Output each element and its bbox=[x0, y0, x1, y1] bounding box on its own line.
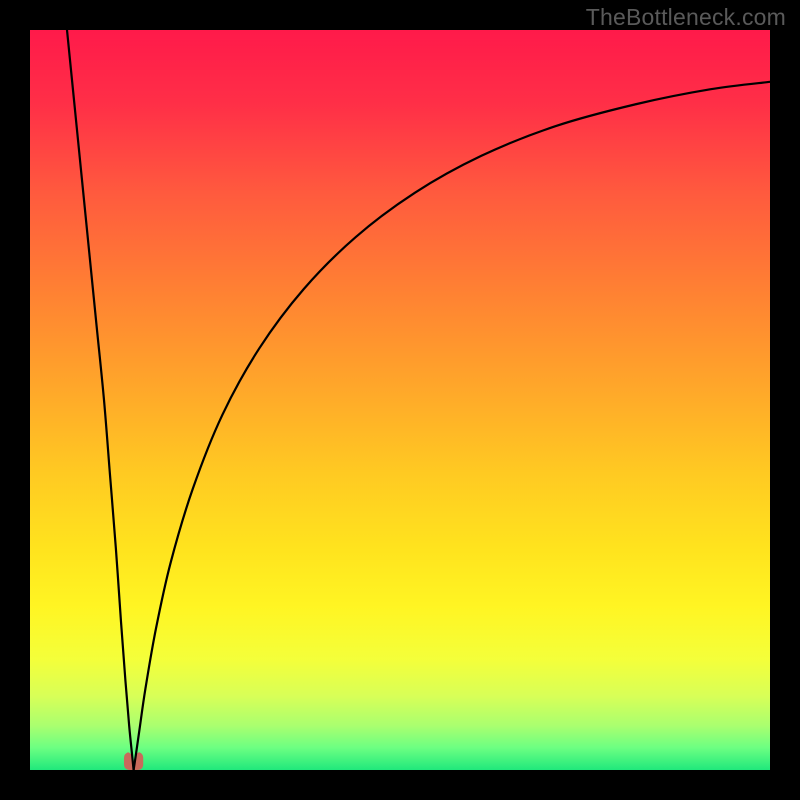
plot-background bbox=[30, 30, 770, 770]
bottleneck-chart bbox=[0, 0, 800, 800]
chart-stage: TheBottleneck.com bbox=[0, 0, 800, 800]
watermark-label: TheBottleneck.com bbox=[586, 4, 786, 31]
